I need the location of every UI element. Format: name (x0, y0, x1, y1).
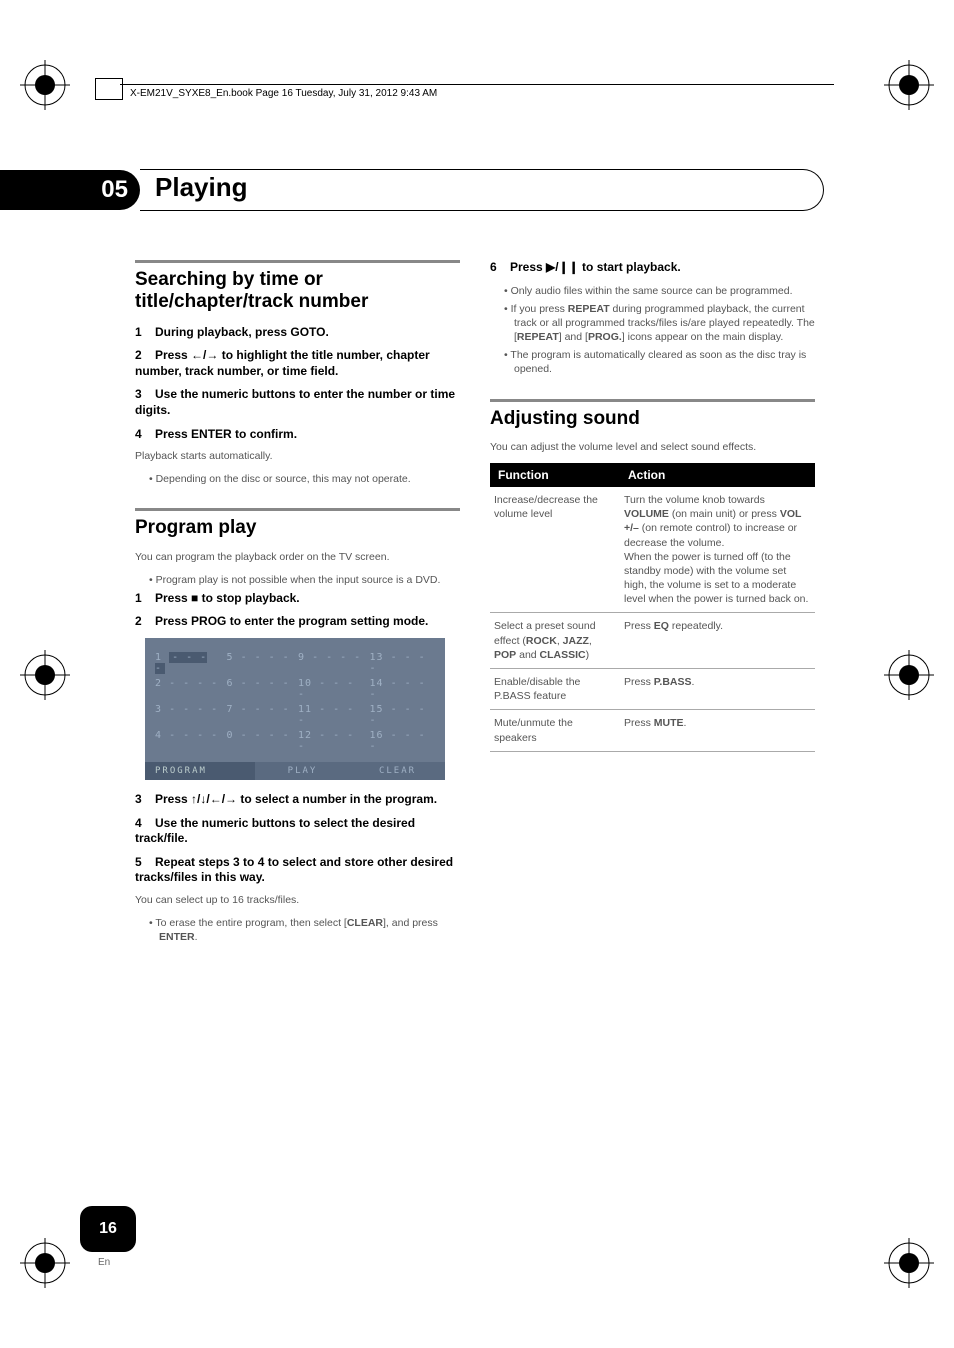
book-icon (95, 78, 123, 100)
table-row: Enable/disable the P.BASS feature Press … (490, 669, 815, 710)
th-function: Function (490, 463, 620, 487)
cell-action: Press P.BASS. (620, 669, 815, 710)
left-column: Searching by time or title/chapter/track… (135, 260, 460, 948)
prog-cell: 1 - - - - (155, 652, 221, 674)
bullet: To erase the entire program, then select… (135, 916, 460, 944)
section-intro: You can program the playback order on th… (135, 551, 460, 565)
step: 2Press PROG to enter the program setting… (135, 614, 460, 630)
prog-row: 1 - - - - 5 - - - - 9 - - - - 13 - - - - (145, 650, 445, 676)
bullet: Only audio files within the same source … (490, 284, 815, 298)
right-column: 6Press ▶/❙❙ to start playback. Only audi… (490, 260, 815, 948)
table-header-row: Function Action (490, 463, 815, 487)
prog-cell: 12 - - - - (298, 730, 364, 752)
bullet: Program play is not possible when the in… (135, 573, 460, 587)
program-preview: 1 - - - - 5 - - - - 9 - - - - 13 - - - -… (145, 638, 445, 780)
prog-cell: 14 - - - - (370, 678, 436, 700)
chapter-number: 05 (101, 176, 128, 204)
page-lang: En (98, 1257, 110, 1268)
step: 5Repeat steps 3 to 4 to select and store… (135, 855, 460, 886)
step-text: Press ←/→ to highlight the title number,… (135, 348, 430, 378)
cell-function: Enable/disable the P.BASS feature (490, 669, 620, 710)
regmark-icon (20, 650, 70, 700)
cell-function: Select a preset sound effect (ROCK, JAZZ… (490, 613, 620, 669)
step-text: Press ■ to stop playback. (155, 591, 300, 605)
step-text: Press ENTER to confirm. (155, 427, 297, 441)
prog-cell: 15 - - - - (370, 704, 436, 726)
prog-footer: PROGRAM PLAY CLEAR (145, 762, 445, 780)
cell-function: Mute/unmute the speakers (490, 710, 620, 751)
cell-action: Turn the volume knob towards VOLUME (on … (620, 487, 815, 613)
regmark-icon (20, 60, 70, 110)
step-text: Use the numeric buttons to enter the num… (135, 387, 455, 417)
step: 4Use the numeric buttons to select the d… (135, 816, 460, 847)
prog-footer-program: PROGRAM (145, 762, 255, 780)
section-title-program: Program play (135, 517, 460, 539)
step-subtext: Playback starts automatically. (135, 450, 460, 464)
cell-action: Press MUTE. (620, 710, 815, 751)
table-row: Mute/unmute the speakers Press MUTE. (490, 710, 815, 751)
prog-footer-play: PLAY (255, 762, 350, 780)
section-title-search: Searching by time or title/chapter/track… (135, 269, 460, 313)
prog-row: 2 - - - - 6 - - - - 10 - - - - 14 - - - … (145, 676, 445, 702)
step-subtext: You can select up to 16 tracks/files. (135, 894, 460, 908)
regmark-icon (884, 60, 934, 110)
th-action: Action (620, 463, 815, 487)
sound-table: Function Action Increase/decrease the vo… (490, 463, 815, 752)
prog-row: 4 - - - - 0 - - - - 12 - - - - 16 - - - … (145, 728, 445, 754)
prog-cell: 0 - - - - (227, 730, 293, 752)
bullet: The program is automatically cleared as … (490, 348, 815, 376)
section-rule (490, 399, 815, 402)
header-rule (120, 84, 834, 85)
step-text: Repeat steps 3 to 4 to select and store … (135, 855, 453, 885)
step: 1Press ■ to stop playback. (135, 591, 460, 607)
regmark-icon (20, 1238, 70, 1288)
step: 3Press ↑/↓/←/→ to select a number in the… (135, 792, 460, 808)
page-number-box: 16 (80, 1206, 136, 1252)
step: 1During playback, press GOTO. (135, 325, 460, 341)
step-text: Press ▶/❙❙ to start playback. (510, 260, 681, 274)
content: Searching by time or title/chapter/track… (135, 260, 815, 948)
section-rule (135, 508, 460, 511)
prog-cell: 9 - - - - (298, 652, 364, 674)
step-text: Use the numeric buttons to select the de… (135, 816, 415, 846)
table-row: Select a preset sound effect (ROCK, JAZZ… (490, 613, 815, 669)
prog-cell: 5 - - - - (227, 652, 293, 674)
prog-cell: 10 - - - - (298, 678, 364, 700)
prog-cell: 16 - - - - (370, 730, 436, 752)
regmark-icon (884, 650, 934, 700)
step: 4Press ENTER to confirm. (135, 427, 460, 443)
bullet: If you press REPEAT during programmed pl… (490, 302, 815, 345)
step: 6Press ▶/❙❙ to start playback. (490, 260, 815, 276)
prog-cell: 2 - - - - (155, 678, 221, 700)
step-text: Press PROG to enter the program setting … (155, 614, 428, 628)
prog-cell: 11 - - - - (298, 704, 364, 726)
section-rule (135, 260, 460, 263)
step: 2Press ←/→ to highlight the title number… (135, 348, 460, 379)
chapter-title: Playing (155, 172, 247, 203)
prog-cell: 13 - - - - (370, 652, 436, 674)
page-number: 16 (99, 1220, 117, 1238)
prog-cell: 6 - - - - (227, 678, 293, 700)
section-title-sound: Adjusting sound (490, 408, 815, 430)
step-text: During playback, press GOTO. (155, 325, 329, 339)
chapter-bar: 05 Playing (0, 170, 824, 210)
bullet: Depending on the disc or source, this ma… (135, 472, 460, 486)
step-text: Press ↑/↓/←/→ to select a number in the … (155, 792, 437, 806)
regmark-icon (884, 1238, 934, 1288)
book-info: X-EM21V_SYXE8_En.book Page 16 Tuesday, J… (130, 88, 437, 99)
prog-cell: 3 - - - - (155, 704, 221, 726)
cell-function: Increase/decrease the volume level (490, 487, 620, 613)
cell-action: Press EQ repeatedly. (620, 613, 815, 669)
section-intro: You can adjust the volume level and sele… (490, 441, 815, 455)
prog-row: 3 - - - - 7 - - - - 11 - - - - 15 - - - … (145, 702, 445, 728)
prog-cell: 4 - - - - (155, 730, 221, 752)
step: 3Use the numeric buttons to enter the nu… (135, 387, 460, 418)
chapter-number-box: 05 (0, 170, 140, 210)
prog-footer-clear: CLEAR (350, 762, 445, 780)
table-row: Increase/decrease the volume level Turn … (490, 487, 815, 613)
prog-cell: 7 - - - - (227, 704, 293, 726)
